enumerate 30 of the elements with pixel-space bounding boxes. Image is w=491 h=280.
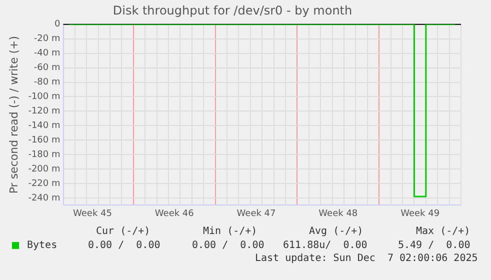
text: 0.00 / 0.00 (192, 240, 264, 251)
y-tick-label: -220 m (28, 178, 60, 189)
y-tick-label: -20 m (34, 34, 60, 44)
x-tick-label: Week 45 (73, 208, 112, 219)
y-tick-label: -80 m (34, 78, 60, 88)
x-tick-label: Week 46 (154, 208, 194, 219)
y-tick-label: 0 (54, 20, 61, 30)
y-tick-label: -40 m (34, 48, 60, 59)
y-tick-label: -60 m (34, 63, 60, 74)
x-tick-label: Week 48 (318, 208, 358, 219)
y-tick-label: -140 m (28, 120, 60, 131)
text: Min (-/+) (203, 226, 258, 237)
y-tick-label: -240 m (28, 193, 60, 204)
x-tick-label: Week 49 (400, 208, 440, 219)
text: Last update: Sun Dec 7 02:00:06 2025 (255, 253, 478, 264)
y-tick-label: -120 m (28, 106, 60, 117)
text: 5.49 / 0.00 (398, 240, 470, 251)
text: 611.88u/ 0.00 (283, 240, 368, 251)
legend-label: Bytes (27, 240, 58, 251)
y-tick-label: -100 m (28, 92, 60, 102)
y-tick-label: -160 m (28, 135, 60, 146)
y-axis-title: Pr second read (-) / write (+) (7, 36, 20, 194)
y-tick-label: -180 m (28, 150, 60, 160)
chart-title: Disk throughput for /dev/sr0 - by month (112, 3, 352, 18)
y-tick-label: -200 m (28, 164, 60, 174)
text: Max (-/+) (416, 226, 470, 237)
text: Avg (-/+) (309, 226, 364, 237)
x-tick-label: Week 47 (236, 208, 276, 219)
text: Cur (-/+) (96, 226, 150, 237)
text: 0.00 / 0.00 (88, 240, 160, 251)
